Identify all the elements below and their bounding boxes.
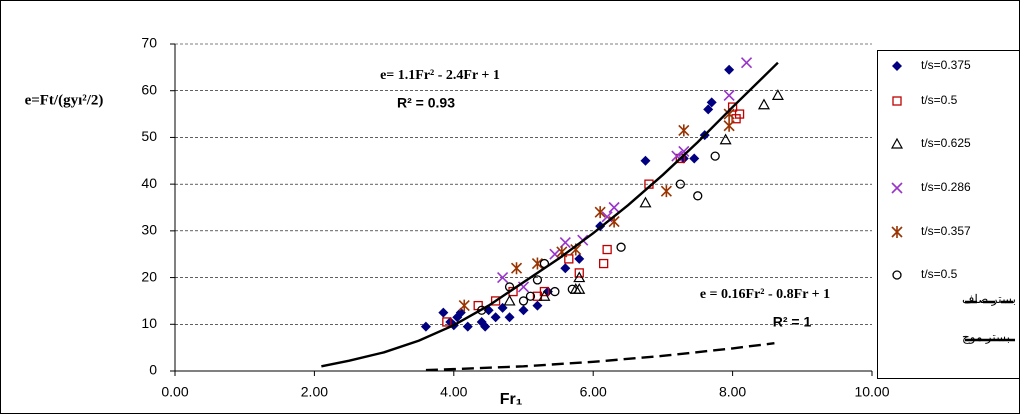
point	[723, 119, 735, 132]
point	[724, 64, 735, 75]
x-tick-label: 6.00	[580, 384, 607, 400]
x-axis-label: Fr₁	[500, 391, 523, 408]
legend-label: t/s=0.375	[921, 58, 971, 72]
point	[477, 305, 487, 315]
point	[573, 271, 586, 283]
y-tick-label: 40	[141, 175, 157, 191]
point	[599, 258, 609, 269]
x-tick-label: 2.00	[301, 384, 328, 400]
series	[321, 61, 779, 368]
x-tick-label: 4.00	[440, 384, 467, 400]
point	[518, 296, 529, 306]
point	[497, 272, 509, 284]
y-tick-label: 20	[141, 268, 157, 284]
annotation: R² = 0.93	[397, 95, 455, 111]
point	[420, 321, 431, 332]
legend-label: t/s=0.286	[921, 180, 971, 194]
legend-label: t/s=0.625	[921, 136, 971, 150]
point	[574, 268, 584, 278]
point	[480, 321, 491, 332]
y-tick-label: 30	[141, 222, 157, 238]
point	[504, 312, 515, 323]
point	[564, 254, 574, 264]
point	[740, 57, 753, 69]
point	[574, 253, 585, 264]
curve	[321, 61, 779, 368]
annotation: e = 0.16Fr² - 0.8Fr + 1	[700, 287, 830, 302]
y-tick-label: 0	[149, 362, 157, 378]
point	[559, 236, 571, 249]
point	[518, 305, 529, 316]
point	[757, 98, 770, 110]
point	[539, 286, 550, 297]
legend-label: t/s=0.5	[921, 267, 958, 281]
legend-marker	[892, 270, 902, 280]
annotation: R² = 1	[773, 314, 812, 330]
point	[689, 153, 700, 164]
y-tick-label: 10	[141, 315, 157, 331]
legend-marker	[891, 182, 903, 194]
point	[490, 296, 501, 306]
legend-marker	[890, 137, 904, 149]
point	[771, 89, 784, 100]
y-tick-label: 50	[141, 128, 157, 144]
series	[425, 342, 775, 372]
point	[706, 97, 717, 108]
point	[532, 300, 543, 311]
point	[616, 242, 626, 252]
point	[608, 201, 620, 214]
annotation: e= 1.1Fr² - 2.4Fr + 1	[380, 68, 500, 83]
point	[594, 206, 606, 219]
point	[734, 109, 745, 119]
point	[560, 263, 571, 274]
legend-label: بستر صاف	[962, 292, 1016, 306]
point	[703, 104, 714, 115]
point	[678, 145, 690, 158]
point	[490, 312, 501, 323]
point	[442, 317, 452, 327]
point	[503, 294, 516, 306]
point	[675, 179, 685, 189]
point	[438, 307, 449, 318]
x-tick-label: 10.00	[854, 384, 889, 400]
series	[503, 89, 784, 306]
point	[639, 196, 652, 208]
legend-marker	[892, 96, 902, 106]
y-tick-label: 60	[141, 81, 157, 97]
point	[723, 89, 735, 101]
point	[462, 321, 473, 332]
point	[567, 284, 577, 294]
point	[660, 185, 672, 198]
curve	[425, 342, 775, 372]
series	[497, 57, 753, 293]
y-tick-label: 70	[141, 35, 157, 51]
legend-marker	[892, 61, 902, 71]
legend-marker	[891, 226, 903, 238]
legend-label: بستر موج	[962, 330, 1010, 344]
point	[693, 191, 703, 201]
point	[719, 133, 732, 145]
point	[531, 257, 544, 270]
legend-label: t/s=0.357	[921, 224, 971, 238]
point	[538, 290, 551, 301]
point	[550, 286, 560, 297]
point	[510, 262, 523, 275]
y-axis-label: e=Ft/(gyı²/2)	[25, 92, 104, 108]
point	[710, 151, 720, 161]
x-tick-label: 0.00	[161, 384, 188, 400]
point	[678, 124, 690, 137]
point	[532, 275, 543, 285]
point	[525, 291, 536, 301]
point	[640, 155, 651, 166]
point	[455, 307, 466, 318]
x-tick-label: 8.00	[719, 384, 746, 400]
point	[602, 244, 612, 255]
point	[458, 299, 470, 312]
legend-label: t/s=0.5	[921, 93, 958, 107]
